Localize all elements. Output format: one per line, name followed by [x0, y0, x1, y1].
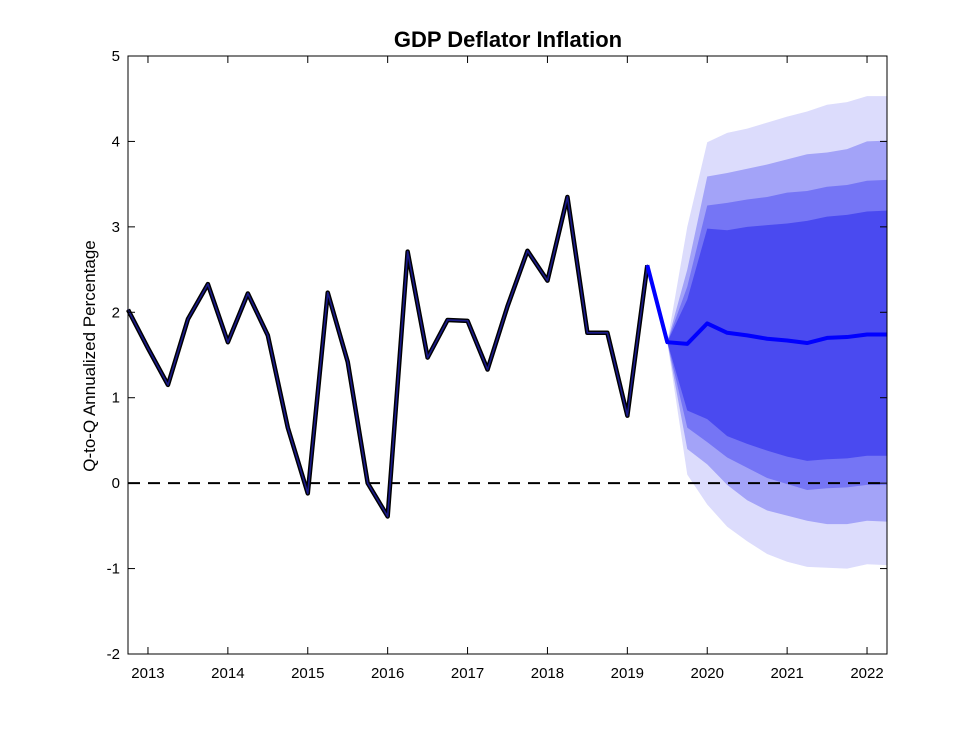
- history-point: [546, 279, 549, 282]
- history-point: [267, 334, 269, 337]
- y-tick-label: -2: [107, 646, 120, 663]
- plot-area: [126, 96, 887, 569]
- history-line-outline: [126, 194, 650, 519]
- x-tick-label: 2014: [211, 665, 244, 682]
- history-point: [446, 319, 449, 321]
- axes-box: [127, 55, 888, 655]
- x-tick-label: 2021: [770, 665, 803, 682]
- history-point: [247, 292, 249, 295]
- history-point: [366, 482, 369, 484]
- history-point: [486, 368, 489, 371]
- history-point: [187, 318, 189, 320]
- x-tick-label: 2013: [131, 665, 164, 682]
- y-tick-label: 1: [112, 390, 120, 407]
- history-point: [406, 250, 409, 253]
- history-point: [626, 414, 629, 417]
- y-tick-label: 2: [112, 304, 120, 321]
- y-tick-label: 0: [112, 475, 120, 492]
- axes: -2 -1 0 1 2 3 4 5 2013 2014 2015 2016 2017 2018 2019 20…: [107, 48, 888, 682]
- x-tick-label: 2018: [531, 665, 564, 682]
- x-tick-label: 2022: [850, 665, 883, 682]
- chart-title: GDP Deflator Inflation: [394, 27, 622, 52]
- history-line: [127, 196, 649, 518]
- history-point: [586, 331, 589, 334]
- forecast-band-inner: [647, 210, 887, 461]
- x-tick-label: 2020: [691, 665, 724, 682]
- forecast-median-line: [645, 264, 887, 346]
- history-point: [167, 384, 169, 386]
- history-point: [386, 515, 389, 518]
- history-point: [606, 331, 609, 334]
- x-tick-label: 2015: [291, 665, 324, 682]
- history-point: [227, 341, 229, 343]
- x-tick-label: 2017: [451, 665, 484, 682]
- history-point: [326, 291, 329, 294]
- history-point: [506, 305, 509, 308]
- history-point: [147, 347, 149, 349]
- y-tick-label: 5: [112, 48, 120, 65]
- history-point: [286, 426, 289, 429]
- y-tick-label: -1: [107, 561, 120, 578]
- history-point: [346, 361, 349, 363]
- history-point: [207, 283, 209, 285]
- history-point: [306, 492, 309, 495]
- history-point: [426, 356, 429, 359]
- history-point: [466, 320, 469, 322]
- y-tick-label: 3: [112, 219, 120, 236]
- y-axis-label: Q-to-Q Annualized Percentage: [80, 240, 99, 472]
- x-tick-label: 2016: [371, 665, 404, 682]
- y-tick-label: 4: [112, 133, 120, 150]
- history-point: [566, 196, 569, 198]
- x-tick-label: 2019: [611, 665, 644, 682]
- history-point: [526, 249, 529, 252]
